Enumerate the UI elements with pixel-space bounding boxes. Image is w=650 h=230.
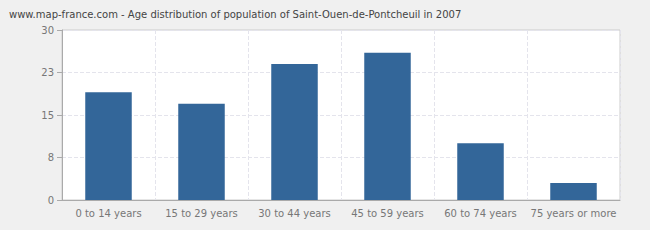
svg-text:8: 8 — [48, 152, 54, 163]
svg-text:www.map-france.com - Age distr: www.map-france.com - Age distribution of… — [9, 9, 461, 20]
svg-text:45 to 59 years: 45 to 59 years — [351, 208, 424, 219]
svg-text:0: 0 — [48, 195, 54, 206]
svg-text:15 to 29 years: 15 to 29 years — [165, 208, 238, 219]
svg-text:23: 23 — [41, 67, 54, 78]
svg-text:75 years or more: 75 years or more — [531, 208, 617, 219]
svg-text:15: 15 — [41, 110, 54, 121]
svg-text:30 to 44 years: 30 to 44 years — [258, 208, 331, 219]
svg-text:60 to 74 years: 60 to 74 years — [444, 208, 517, 219]
svg-text:30: 30 — [41, 25, 54, 36]
svg-text:0 to 14 years: 0 to 14 years — [75, 208, 141, 219]
